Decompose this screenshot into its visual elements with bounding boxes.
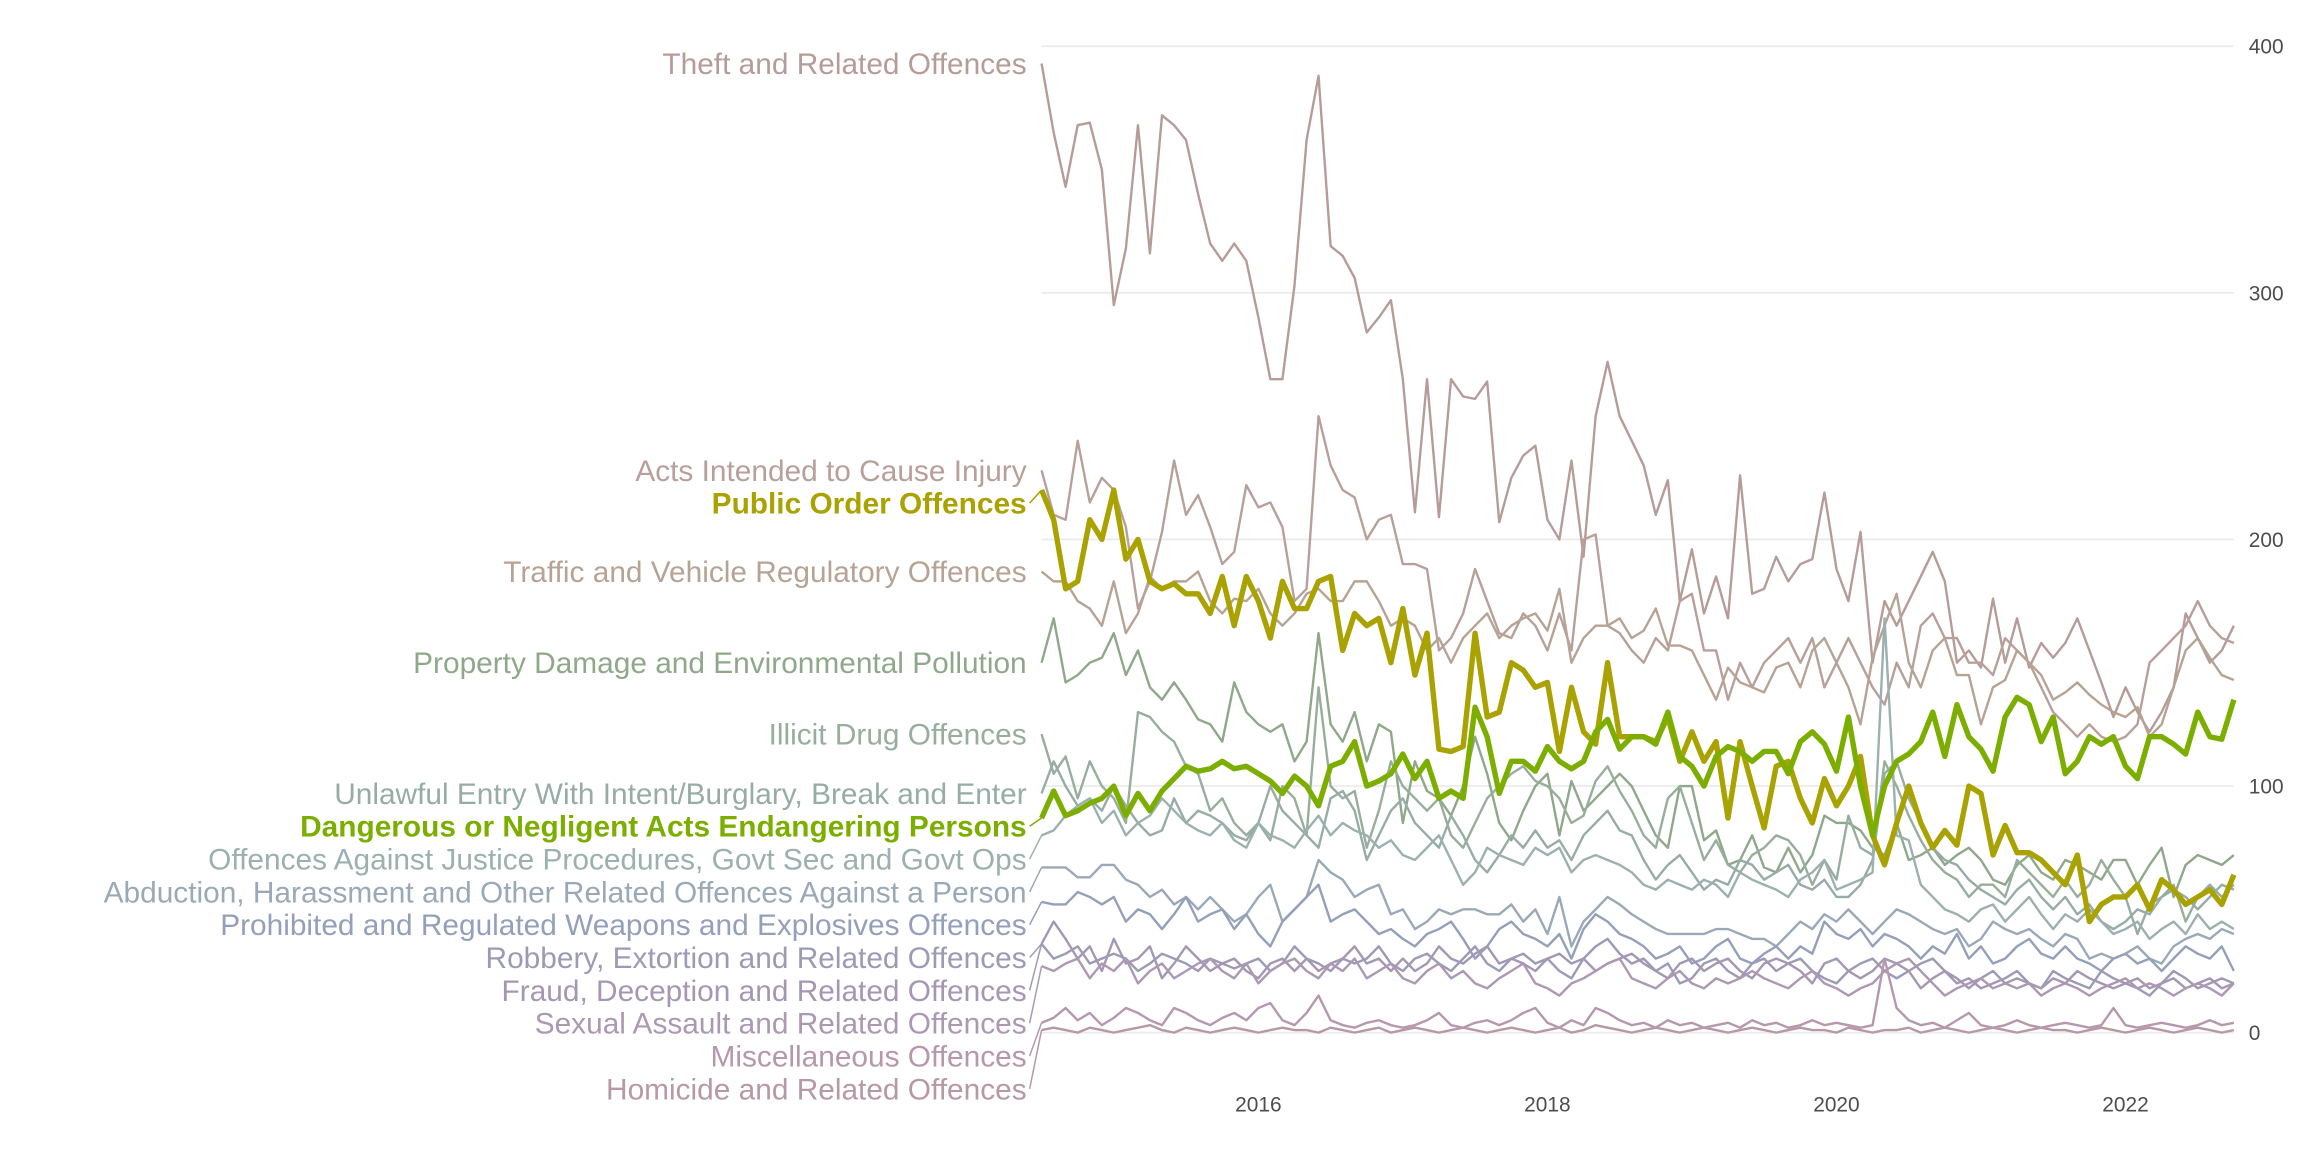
series-line-theft-and-related-offences bbox=[1040, 63, 2235, 733]
y-tick-label: 300 bbox=[2249, 282, 2284, 305]
series-line-dangerous-or-negligent-acts-endangering-persons bbox=[1039, 694, 2237, 839]
leader-line-abduction-harassment-and-other-related-offences-against-a-person bbox=[1028, 867, 1043, 893]
series-label-theft-and-related-offences: Theft and Related Offences bbox=[662, 48, 1026, 81]
series-label-acts-intended-to-cause-injury: Acts Intended to Cause Injury bbox=[635, 455, 1026, 488]
series-label-dangerous-or-negligent-acts-endangering-persons: Dangerous or Negligent Acts Endangering … bbox=[300, 811, 1026, 844]
series-line-miscellaneous-offences bbox=[1041, 957, 2235, 1029]
y-tick-label: 0 bbox=[2249, 1022, 2261, 1045]
x-tick-label: 2022 bbox=[2102, 1094, 2148, 1117]
series-line-homicide-and-related-offences bbox=[1041, 1023, 2235, 1034]
series-label-offences-against-justice-procedures-govt-sec-and-govt-ops: Offences Against Justice Procedures, Gov… bbox=[208, 844, 1026, 877]
y-axis: 0 100 200 300 400 bbox=[2249, 36, 2284, 1045]
series-label-property-damage-and-environmental-pollution: Property Damage and Environmental Pollut… bbox=[413, 647, 1026, 680]
leader-line-offences-against-justice-procedures-govt-sec-and-govt-ops bbox=[1028, 835, 1043, 860]
leader-line-homicide-and-related-offences bbox=[1028, 1029, 1043, 1090]
series-line-illicit-drug-offences bbox=[1040, 686, 2235, 936]
series-line-prohibited-and-regulated-weapons-and-explosives-offences bbox=[1041, 883, 2235, 973]
series-label-public-order-offences: Public Order Offences bbox=[712, 488, 1027, 521]
label-leader-lines bbox=[1028, 489, 1043, 1090]
leader-line-miscellaneous-offences bbox=[1028, 1022, 1043, 1057]
gridlines bbox=[1041, 45, 2234, 1034]
leader-line-sexual-assault-and-related-offences bbox=[1028, 965, 1043, 1024]
series-label-traffic-and-vehicle-regulatory-offences: Traffic and Vehicle Regulatory Offences bbox=[503, 556, 1026, 589]
x-tick-label: 2016 bbox=[1235, 1094, 1281, 1117]
x-axis: 2016 2018 2020 2022 bbox=[1235, 1094, 2149, 1117]
series-label-homicide-and-related-offences: Homicide and Related Offences bbox=[606, 1073, 1027, 1106]
series-line-property-damage-and-environmental-pollution bbox=[1040, 617, 2235, 899]
y-tick-label: 100 bbox=[2249, 775, 2284, 798]
leader-line-prohibited-and-regulated-weapons-and-explosives-offences bbox=[1028, 901, 1043, 926]
x-tick-label: 2018 bbox=[1524, 1094, 1570, 1117]
series-line-sexual-assault-and-related-offences bbox=[1041, 957, 2235, 997]
series-label-abduction-harassment-and-other-related-offences-against-a-person: Abduction, Harassment and Other Related … bbox=[104, 876, 1027, 909]
series-labels: Theft and Related Offences Acts Intended … bbox=[104, 48, 1027, 1106]
series-line-acts-intended-to-cause-injury bbox=[1040, 414, 2235, 743]
series-label-miscellaneous-offences: Miscellaneous Offences bbox=[711, 1041, 1027, 1074]
x-tick-label: 2020 bbox=[1813, 1094, 1859, 1117]
y-tick-label: 200 bbox=[2249, 529, 2284, 552]
series-label-unlawful-entry-with-intent-burglary-break-and-enter: Unlawful Entry With Intent/Burglary, Bre… bbox=[334, 778, 1026, 811]
series-line-offences-against-justice-procedures-govt-sec-and-govt-ops bbox=[1041, 617, 2235, 941]
leader-line-public-order-offences bbox=[1029, 489, 1043, 504]
series-label-illicit-drug-offences: Illicit Drug Offences bbox=[769, 719, 1027, 752]
series-line-unlawful-entry-with-intent-burglary-break-and-enter bbox=[1040, 760, 2235, 931]
series-label-prohibited-and-regulated-weapons-and-explosives-offences: Prohibited and Regulated Weapons and Exp… bbox=[220, 909, 1026, 942]
series-label-fraud-deception-and-related-offences: Fraud, Deception and Related Offences bbox=[502, 975, 1027, 1008]
series-line-abduction-harassment-and-other-related-offences-against-a-person bbox=[1041, 858, 2235, 965]
series-lines bbox=[1039, 63, 2237, 1034]
leader-line-dangerous-or-negligent-acts-endangering-persons bbox=[1029, 817, 1042, 827]
series-line-fraud-deception-and-related-offences bbox=[1040, 920, 2235, 990]
leader-line-fraud-deception-and-related-offences bbox=[1028, 943, 1043, 991]
series-label-sexual-assault-and-related-offences: Sexual Assault and Related Offences bbox=[535, 1008, 1027, 1041]
y-tick-label: 400 bbox=[2249, 36, 2284, 59]
leader-line-robbery-extortion-and-related-offences bbox=[1029, 943, 1043, 959]
series-label-robbery-extortion-and-related-offences: Robbery, Extortion and Related Offences bbox=[486, 942, 1027, 975]
